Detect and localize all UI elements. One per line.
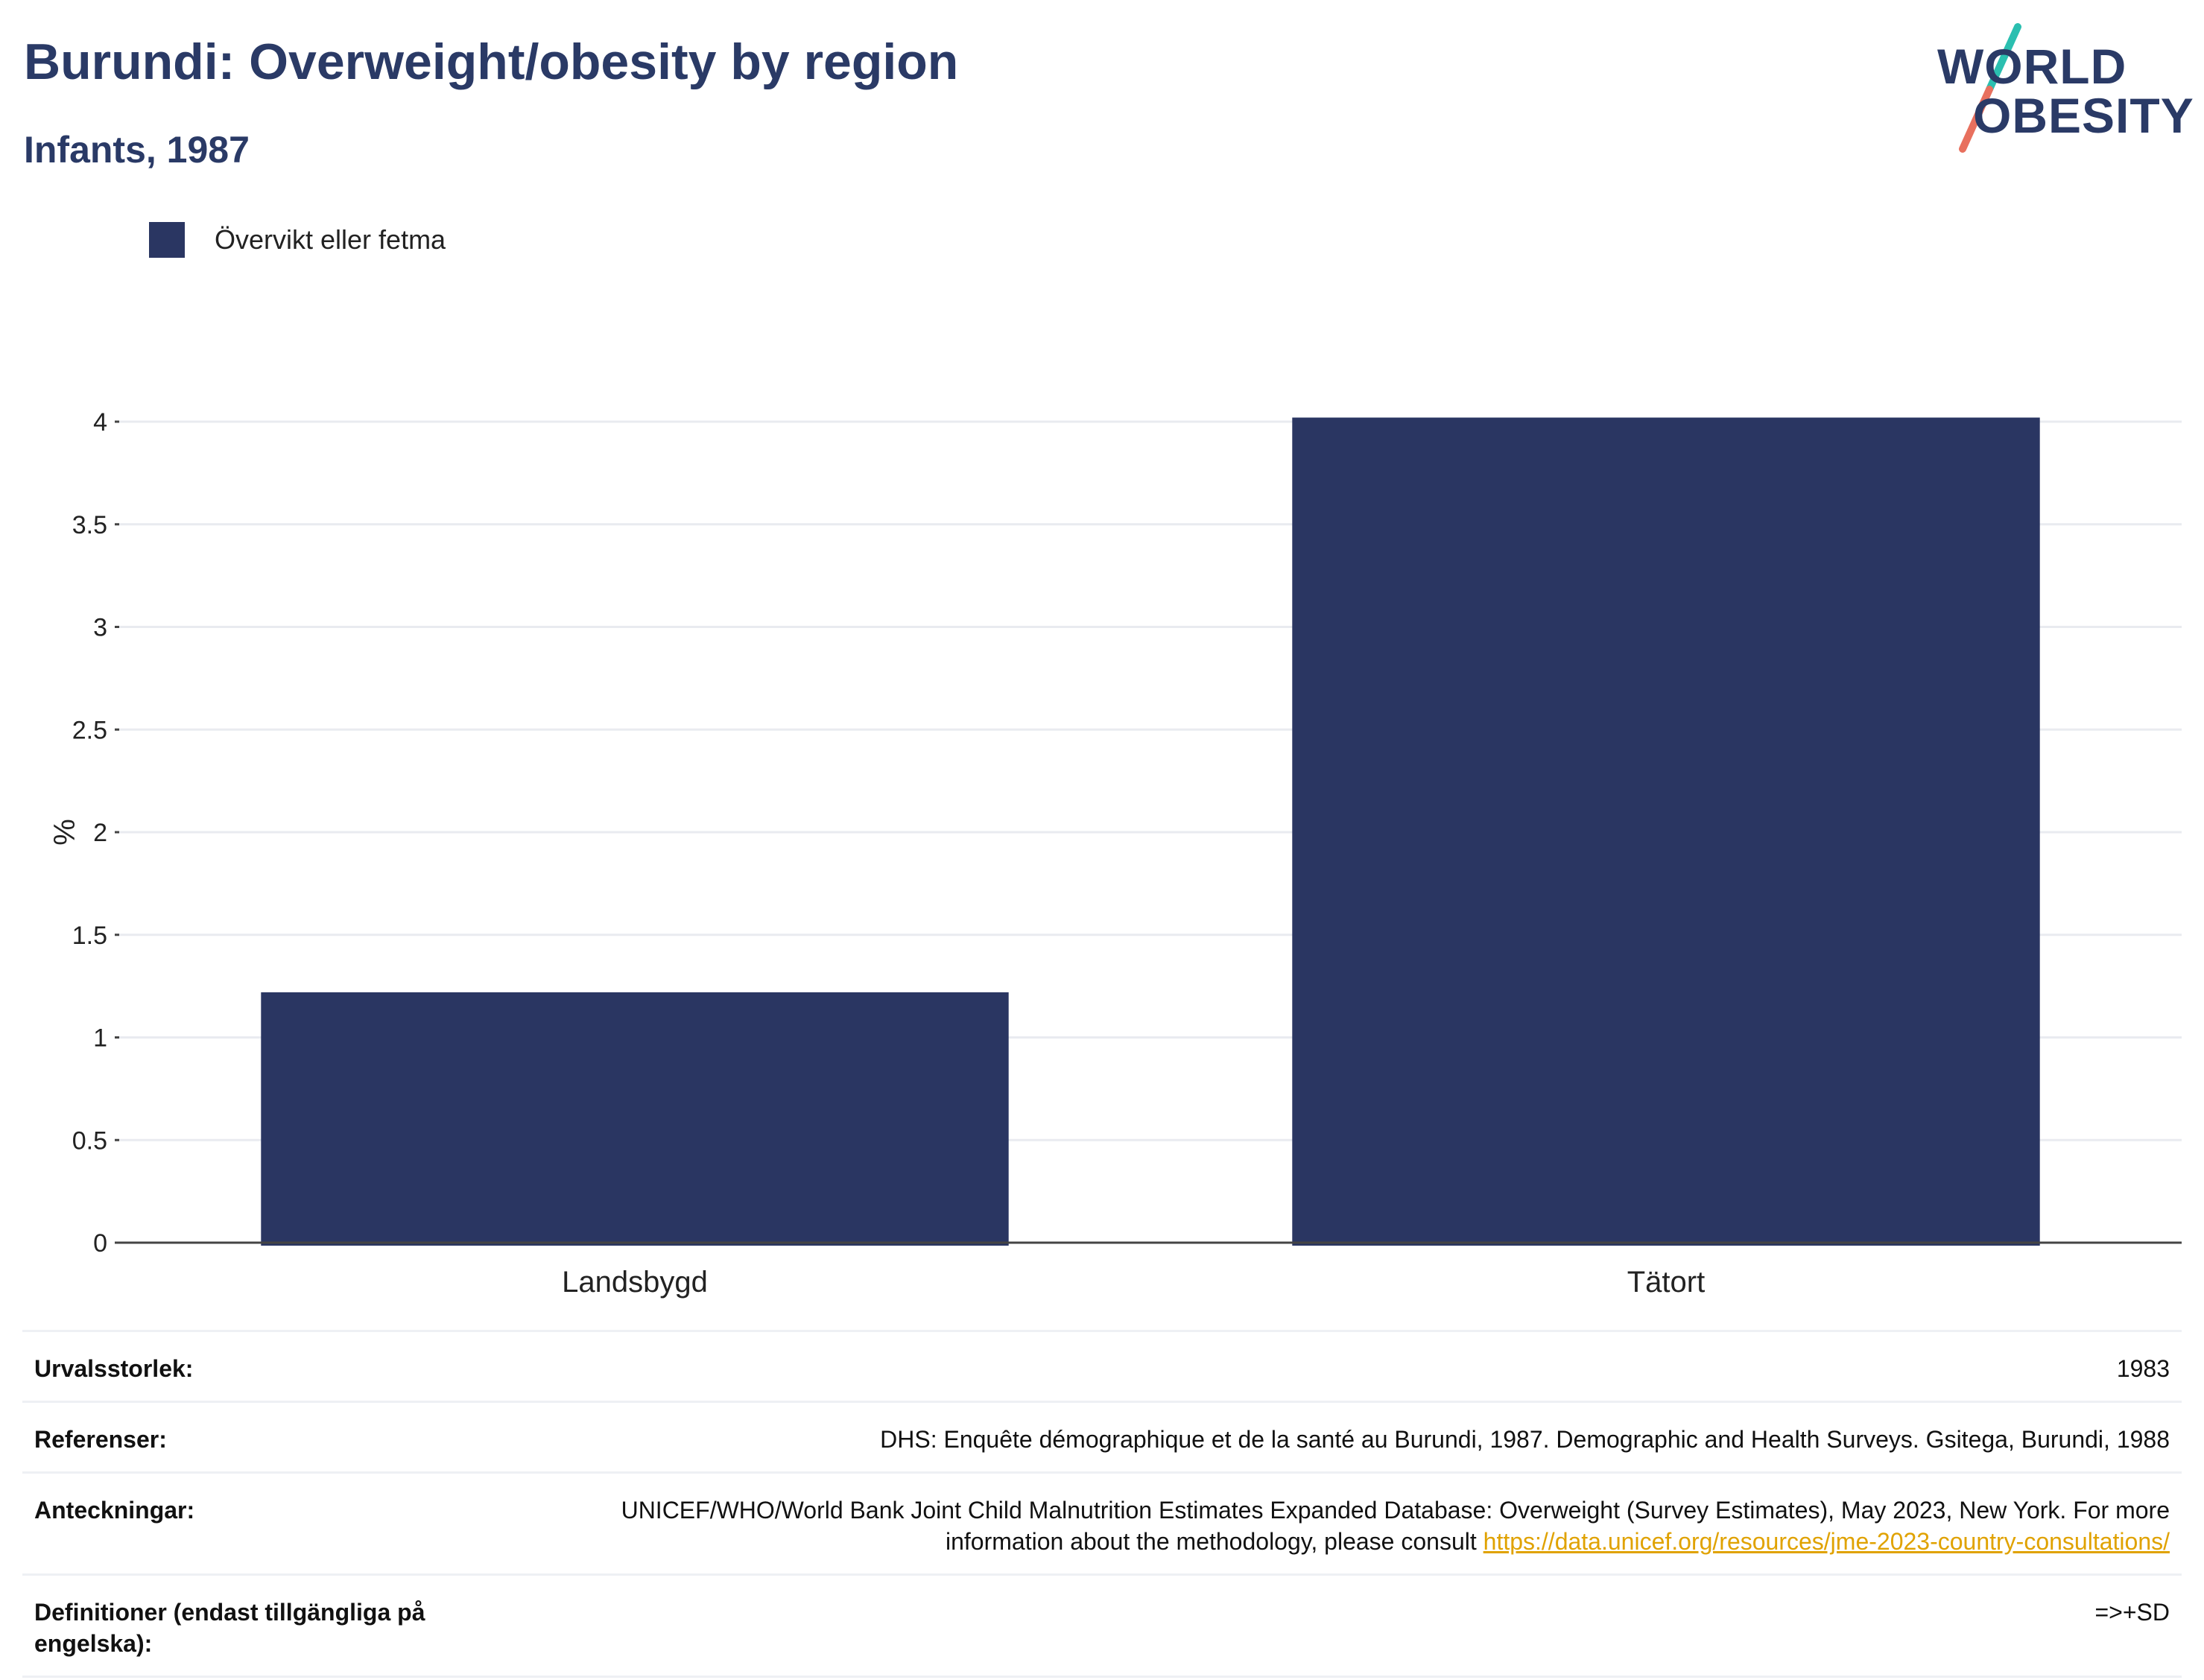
y-axis-ticks: 0 0.5 1 1.5 2 2.5 3 3.5 4 (72, 408, 119, 1258)
y-tick-label: 0 (93, 1229, 107, 1258)
meta-row-notes: Anteckningar: UNICEF/WHO/World Bank Join… (22, 1474, 2182, 1576)
meta-notes-text: UNICEF/WHO/World Bank Joint Child Malnut… (621, 1497, 2170, 1555)
bar-tatort (1292, 417, 2040, 1246)
bar-chart: 0 0.5 1 1.5 2 2.5 3 3.5 4 Landsbygd Tätort % (47, 408, 2182, 1299)
methodology-link[interactable]: https://data.unicef.org/resources/jme-20… (1483, 1528, 2170, 1555)
y-tick-label: 0.5 (72, 1126, 107, 1155)
legend-label: Övervikt eller fetma (215, 224, 446, 255)
y-tick-label: 3.5 (72, 511, 107, 539)
meta-key: Urvalsstorlek: (34, 1355, 194, 1382)
meta-key: Referenser: (34, 1426, 167, 1453)
y-tick-label: 4 (93, 408, 107, 437)
meta-row-references: Referenser: DHS: Enquête démographique e… (22, 1403, 2182, 1474)
meta-row-sample-size: Urvalsstorlek: 1983 (22, 1332, 2182, 1403)
meta-row-definitions: Definitioner (endast tillgängliga på eng… (22, 1576, 2182, 1678)
meta-value: DHS: Enquête démographique et de la sant… (880, 1426, 2170, 1453)
x-axis-ticks: Landsbygd Tätort (562, 1266, 1705, 1299)
y-tick-label: 1 (93, 1024, 107, 1053)
chart-bars (261, 417, 2040, 1246)
meta-value: UNICEF/WHO/World Bank Joint Child Malnut… (545, 1494, 2170, 1557)
y-tick-label: 3 (93, 614, 107, 642)
meta-value: 1983 (2116, 1355, 2170, 1382)
meta-value: =>+SD (2094, 1599, 2170, 1626)
meta-key: Definitioner (endast tillgängliga på eng… (34, 1599, 425, 1657)
world-obesity-logo: WORLD OBESITY (1937, 21, 2194, 155)
y-axis-label: % (47, 819, 80, 846)
y-tick-label: 2.5 (72, 716, 107, 744)
y-tick-label: 2 (93, 819, 107, 847)
chart-title: Burundi: Overweight/obesity by region (24, 34, 959, 90)
metadata-table: Urvalsstorlek: 1983 Referenser: DHS: Enq… (22, 1330, 2182, 1678)
chart-legend: Övervikt eller fetma (149, 221, 446, 259)
bar-landsbygd (261, 992, 1009, 1246)
chart-subtitle: Infants, 1987 (24, 129, 250, 171)
logo-word-world: WORLD (1937, 39, 2127, 94)
x-tick-label: Landsbygd (562, 1266, 708, 1299)
x-tick-label: Tätort (1627, 1266, 1705, 1299)
meta-key: Anteckningar: (34, 1497, 195, 1524)
legend-swatch (149, 222, 185, 258)
logo-slash-icon (1959, 23, 2021, 153)
logo-word-obesity: OBESITY (1973, 88, 2194, 143)
y-tick-label: 1.5 (72, 922, 107, 950)
